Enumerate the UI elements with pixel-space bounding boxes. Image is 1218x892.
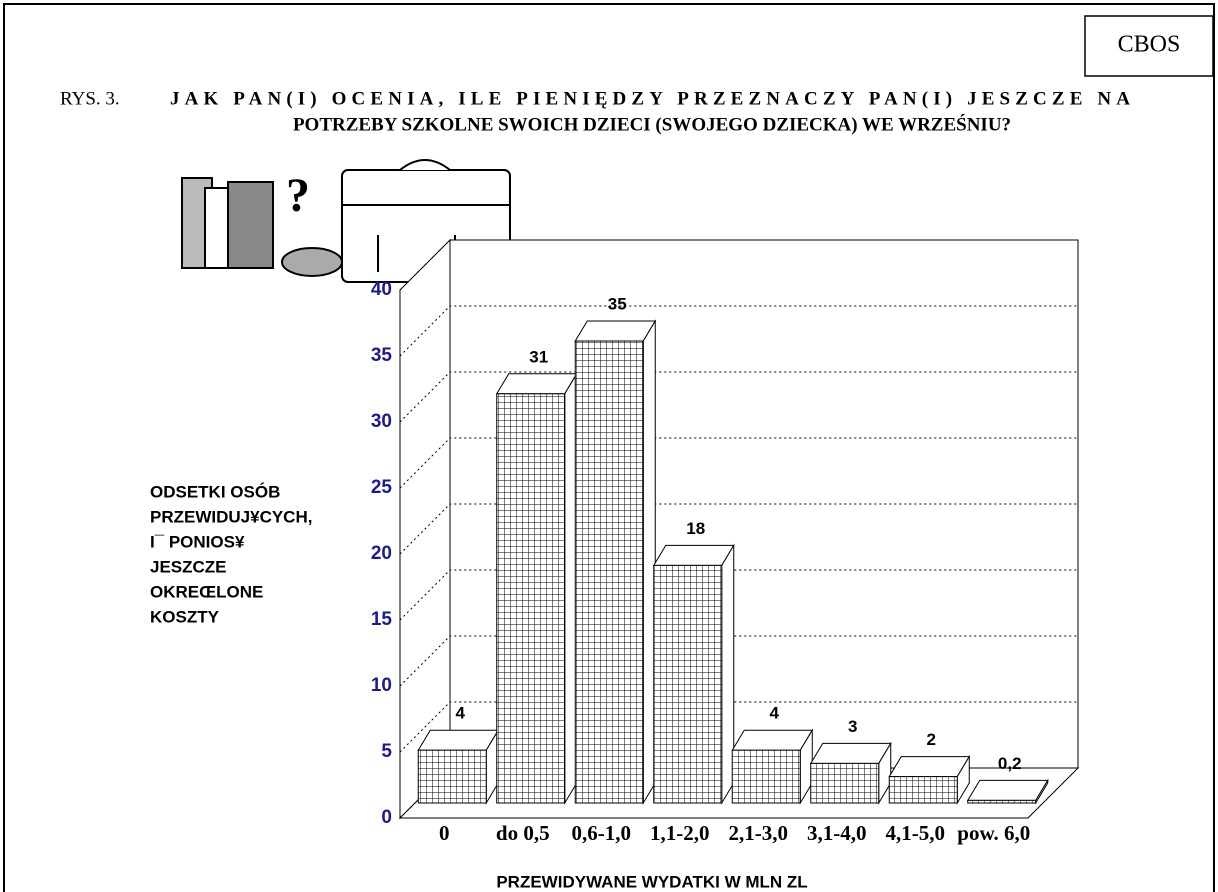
y-tick-label: 5 (381, 741, 392, 762)
x-axis-label: PRZEWIDYWANE WYDATKI W MLN ZL (496, 872, 807, 891)
x-tick-label: 4,1-5,0 (886, 821, 946, 845)
y-tick-label: 35 (371, 345, 393, 366)
x-tick-label: pow. 6,0 (957, 821, 1030, 845)
y-tick-label: 40 (371, 279, 392, 300)
x-tick-label: do 0,5 (496, 821, 550, 845)
bar (968, 800, 1036, 803)
y-tick-label: 10 (371, 675, 392, 696)
bar-top (732, 730, 812, 750)
bar (732, 750, 800, 803)
bar-top (497, 374, 577, 394)
bar-top (654, 545, 734, 565)
source: CBOS (1118, 32, 1181, 58)
bar (497, 394, 565, 803)
value-label: 3 (848, 717, 857, 736)
bar-top (418, 730, 498, 750)
y-tick-label: 25 (371, 477, 393, 498)
y-axis-label: PRZEWIDUJ¥CYCH, (150, 507, 312, 526)
value-label: 31 (529, 347, 548, 366)
x-tick-label: 0 (439, 821, 450, 845)
y-axis-label: JESZCZE (150, 557, 227, 576)
value-label: 2 (927, 730, 936, 749)
chart: CBOS RYS. 3. JAK PAN(I) OCENIA, ILE PIEN… (0, 0, 1218, 892)
figure-label: RYS. 3. (60, 88, 120, 109)
y-axis-label: ODSETKI OSÓB (150, 482, 280, 501)
y-tick-label: 30 (371, 411, 392, 432)
bar-top (811, 743, 891, 763)
bar (811, 763, 879, 803)
title: POTRZEBY SZKOLNE SWOICH DZIECI (SWOJEGO … (293, 113, 1011, 135)
x-tick-label: 0,6-1,0 (572, 821, 632, 845)
y-axis-label: KOSZTY (150, 607, 220, 626)
y-tick-label: 15 (371, 609, 393, 630)
x-tick-label: 1,1-2,0 (650, 821, 710, 845)
bar-top (968, 780, 1048, 800)
y-axis-label: OKREŒLONE (150, 582, 263, 601)
y-tick-label: 20 (371, 543, 392, 564)
bar-top (889, 757, 969, 777)
y-axis-label: I¯ PONIOS¥ (150, 532, 245, 551)
x-tick-label: 3,1-4,0 (807, 821, 867, 845)
value-label: 4 (770, 704, 780, 723)
bar (575, 341, 643, 803)
value-label: 35 (608, 294, 627, 313)
bar (654, 565, 722, 803)
bar-top (575, 321, 655, 341)
y-tick-label: 0 (381, 807, 392, 828)
value-label: 18 (686, 519, 705, 538)
title: JAK PAN(I) OCENIA, ILE PIENIĘDZY PRZEZNA… (170, 88, 1130, 109)
bar (418, 750, 486, 803)
svg-text:?: ? (286, 169, 310, 222)
x-tick-label: 2,1-3,0 (729, 821, 789, 845)
value-label: 4 (456, 704, 466, 723)
bar (889, 777, 957, 803)
value-label: 0,2 (998, 754, 1022, 773)
